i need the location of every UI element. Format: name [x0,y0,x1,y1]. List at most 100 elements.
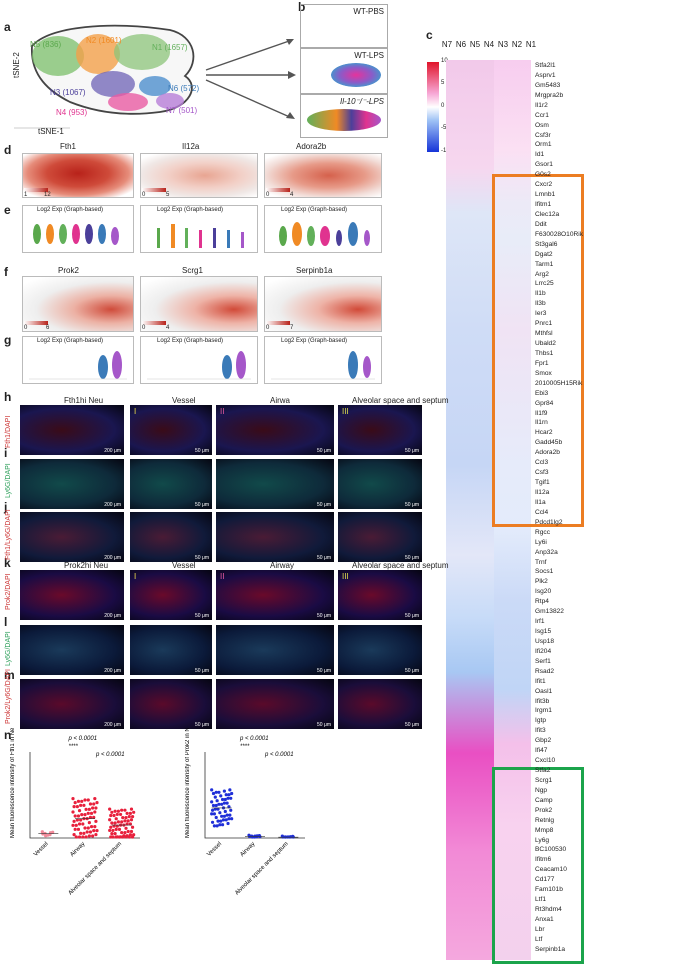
data-point [210,808,215,812]
violin-title-scrg1: Log2 Exp (Graph-based) [157,338,224,344]
data-point [71,823,75,827]
scale-bar-label: 200 μm [104,448,121,454]
cluster-label-n5: N5 (836) [30,40,62,49]
heatmap-gene-label: Ifi47 [535,747,548,755]
feature-gene-prok2: Prok2 [58,266,79,275]
heatmap-gene-label: Asprv1 [535,71,556,79]
scale-min-il12a: 0 [142,192,146,198]
heatmap-gene-label: Gm5483 [535,81,561,89]
panel-h-label: h [4,390,12,404]
scale-bar-label: 50 μm [405,502,419,508]
roman-numeral-label: II [220,407,225,416]
heatmap-gene-label: Ifitm6 [535,856,552,864]
heatmap-gene-label: Gpr84 [535,399,554,407]
heatmap-gene-label: Scrg1 [535,776,553,784]
heatmap-gene-label: Ly6i [535,538,547,546]
data-point [81,835,85,839]
data-point [74,835,78,839]
data-point [111,828,115,833]
data-point [80,813,84,817]
violin-plot-prok2: Log2 Exp (Graph-based) [22,336,134,384]
cluster-label-n6: N6 (572) [168,84,200,93]
scale-min-fth1: 1 [24,192,28,198]
heatmap-gene-label: Ifitm1 [535,201,552,209]
axis-line [29,752,140,839]
micro-col-alveolar: Alveolar space and septum [352,396,449,405]
heatmap-body-left [446,60,494,960]
colorbar-tick: -10 [441,148,450,154]
heatmap-gene-label: Prok2 [535,806,553,814]
heatmap-gene-label: Hcar2 [535,429,553,437]
significance-annotation: **** [240,744,250,750]
heatmap-gene-label: Pnrc1 [535,320,553,328]
data-point [93,797,97,801]
b-plot-wt-pbs: WT-PBS [300,4,388,48]
panel-b-label: b [298,0,306,14]
scale-bar-label: 50 μm [195,448,209,454]
micrograph-tile: II 50 μm [216,405,334,455]
data-point [112,813,116,818]
tsne-ylabel: tSNE-2 [12,52,21,78]
heatmap-gene-label: Ifit1 [535,677,546,685]
data-point [126,829,130,834]
data-point [227,817,231,821]
scale-bar-label: 50 μm [405,448,419,454]
heatmap-gene-label: Il1b [535,290,546,298]
scale-bar-label: 50 μm [317,613,331,619]
data-point [129,829,134,834]
data-point [93,810,97,814]
data-point [210,820,215,824]
heatmap-gene-label: Mthfsl [535,330,553,338]
heatmap-gene-label: Ubald2 [535,340,556,348]
heatmap-gene-label: Ccl3 [535,459,549,467]
heatmap-gene-label: 2010005H15Rik [535,379,583,387]
heatmap-gene-label: Igtp [535,717,546,725]
data-point [82,831,86,835]
data-point [127,814,131,819]
data-point [132,810,136,814]
violin-title-serpinb1a: Log2 Exp (Graph-based) [281,338,348,344]
heatmap-gene-label: Ceacam10 [535,866,567,874]
micrograph-tile: 50 μm [338,459,422,509]
heatmap-gene-label: Csf3 [535,469,549,477]
data-point [124,816,128,820]
data-point [92,829,96,833]
data-point [223,797,227,802]
panel-d-label: d [4,143,12,157]
data-point [71,810,75,814]
heatmap-gene-label: Lbr [535,925,545,933]
data-point [223,809,227,814]
row-label-m: Prok2/Ly6G/DAPI [5,669,12,724]
data-point [83,813,87,817]
data-point [92,815,96,819]
data-point [214,803,218,808]
data-point [130,835,135,839]
data-point [108,818,112,822]
data-point [114,817,118,821]
scale-min-scrg1: 0 [142,325,146,331]
micro-col-airwa: Airwa [270,396,291,405]
cluster-label-n3: N3 (1067) [50,88,86,97]
heatmap-gene-label: Lrrc25 [535,280,554,288]
x-tick-label: Vessel [206,841,223,858]
heatmap-gene-label: G0s2 [535,171,551,179]
data-point [210,812,214,816]
data-point [128,811,132,815]
heatmap-gene-label: Mmp8 [535,826,554,834]
scale-bar-label: 200 μm [104,668,121,674]
roman-numeral-label: II [220,572,225,581]
heatmap-gene-label: Anxa1 [535,915,554,923]
data-point [83,826,87,830]
data-point [76,814,81,818]
data-point [123,819,127,823]
data-point [228,813,232,817]
data-point [217,802,221,806]
heatmap-gene-label: Ebi3 [535,389,549,397]
data-point [110,810,114,814]
scale-min-adora2b: 0 [266,192,270,198]
data-point [220,814,224,818]
data-point [212,824,216,828]
micrograph-tile: 200 μm [20,570,124,620]
data-point [88,830,93,834]
heatmap-gene-label: Ifit3b [535,697,550,705]
